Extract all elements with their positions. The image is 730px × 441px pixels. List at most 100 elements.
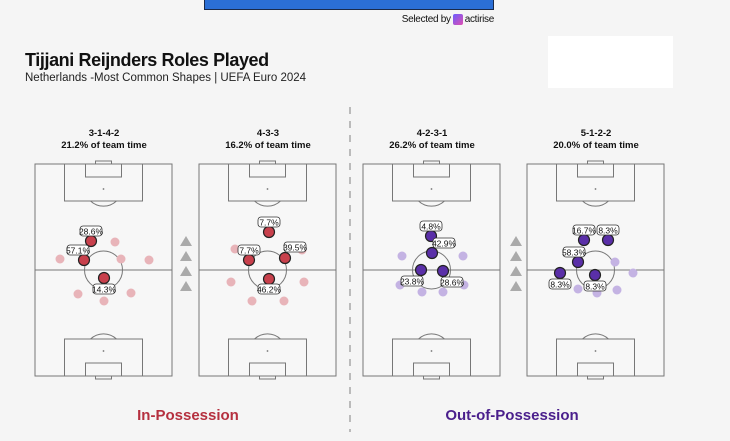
teammate-position-dot (247, 296, 257, 306)
teammate-position-dot (612, 285, 622, 295)
direction-triangle-icon (510, 266, 522, 276)
top-penalty-spot (594, 188, 597, 190)
team-time: 16.2% of team time (225, 140, 311, 151)
team-time: 21.2% of team time (61, 140, 147, 151)
formation: 3-1-4-2 (88, 128, 120, 139)
player-role-dot (436, 264, 450, 278)
top-penalty-arc (254, 200, 281, 207)
direction-triangle-icon (510, 236, 522, 246)
teammate-position-dot (55, 254, 65, 264)
direction-triangle-icon (510, 251, 522, 261)
role-share-label: 8.3% (585, 281, 605, 291)
top-banner[interactable] (204, 0, 494, 10)
player-role-dot (97, 271, 111, 285)
role-label-box (583, 280, 607, 292)
bottom-penalty-arc (582, 333, 609, 340)
direction-triangle-icon (180, 281, 192, 291)
role-share-label: 39.5% (283, 242, 308, 252)
player-role-dot (601, 233, 615, 247)
teammate-position-dot (458, 251, 468, 261)
page-subtitle: Netherlands -Most Common Shapes | UEFA E… (25, 72, 307, 84)
bottom-penalty-arc (90, 333, 117, 340)
out-of-possession-label: Out-of-Possession (445, 407, 579, 424)
teammate-position-dot (279, 296, 289, 306)
panel-title-3: 4-2-3-1 26.2% of team time (352, 128, 512, 152)
teammate-position-dot (438, 287, 448, 297)
bottom-penalty-arc (254, 333, 281, 340)
role-share-label: 28.6% (79, 226, 104, 236)
teammate-position-dot (226, 277, 236, 287)
top-penalty-arc (90, 200, 117, 207)
bottom-penalty-spot (266, 350, 269, 352)
player-role-dot (77, 253, 91, 267)
pitch-3: 4.8% 42.9% 23.8% 28.6% (362, 160, 501, 380)
player-role-dot (278, 251, 292, 265)
role-share-label: 23.8% (400, 276, 425, 286)
player-role-dot (262, 225, 276, 239)
teammate-position-dot (628, 268, 638, 278)
top-penalty-spot (430, 188, 433, 190)
teammate-position-dot (397, 251, 407, 261)
role-share-label: 57.1% (66, 245, 91, 255)
role-share-label: 58.3% (562, 247, 587, 257)
teammate-position-dot (230, 244, 240, 254)
role-label-box (257, 283, 281, 295)
top-goal (259, 160, 276, 165)
role-share-label: 4.8% (421, 221, 441, 231)
top-goal (423, 160, 440, 165)
teammate-position-dot (573, 284, 583, 294)
role-label-box (548, 278, 572, 290)
player-role-dot (242, 253, 256, 267)
role-label-box (66, 244, 90, 256)
panel-title-1: 3-1-4-2 21.2% of team time (24, 128, 184, 152)
pitch-2: 7.7% 7.7% 39.5% 46.2% (198, 160, 337, 380)
role-share-label: 46.2% (257, 284, 282, 294)
direction-triangle-icon (510, 281, 522, 291)
panel-title-4: 5-1-2-2 20.0% of team time (516, 128, 676, 152)
sponsor-credit[interactable]: Selected by actirise (380, 14, 494, 25)
direction-triangle-icon (180, 251, 192, 261)
role-share-label: 16.7% (572, 225, 597, 235)
role-label-box (283, 241, 307, 253)
teammate-position-dot (144, 255, 154, 265)
teammate-position-dot (417, 287, 427, 297)
teammate-position-dot (116, 254, 126, 264)
bottom-goal (95, 375, 112, 380)
role-label-box (562, 246, 586, 258)
role-label-box (92, 283, 116, 295)
bottom-goal (259, 375, 276, 380)
top-penalty-arc (418, 200, 445, 207)
role-label-box (79, 225, 103, 237)
role-label-box (400, 275, 424, 287)
bottom-penalty-spot (594, 350, 597, 352)
teammate-position-dot (73, 289, 83, 299)
role-share-label: 28.6% (440, 277, 465, 287)
player-role-dot (425, 246, 439, 260)
actirise-logo-icon (452, 14, 463, 25)
role-label-box (572, 224, 596, 236)
top-goal (95, 160, 112, 165)
player-role-dot (588, 268, 602, 282)
player-role-dot (571, 255, 585, 269)
ad-placeholder (548, 36, 673, 88)
role-share-label: 8.3% (550, 279, 570, 289)
team-time: 26.2% of team time (389, 140, 475, 151)
role-share-label: 8.3% (598, 225, 618, 235)
panel-title-2: 4-3-3 16.2% of team time (188, 128, 348, 152)
page-title: Tijjani Reijnders Roles Played (25, 50, 269, 70)
role-label-box (237, 244, 261, 256)
formation: 5-1-2-2 (580, 128, 612, 139)
player-role-dot (577, 233, 591, 247)
teammate-position-dot (126, 288, 136, 298)
direction-triangle-icon (180, 266, 192, 276)
player-role-dot (414, 263, 428, 277)
teammate-position-dot (299, 277, 309, 287)
selected-by-label: Selected by (401, 14, 451, 26)
top-penalty-arc (582, 200, 609, 207)
player-role-dot (553, 266, 567, 280)
top-goal (587, 160, 604, 165)
role-share-label: 7.7% (239, 245, 259, 255)
teammate-position-dot (110, 237, 120, 247)
bottom-penalty-spot (430, 350, 433, 352)
